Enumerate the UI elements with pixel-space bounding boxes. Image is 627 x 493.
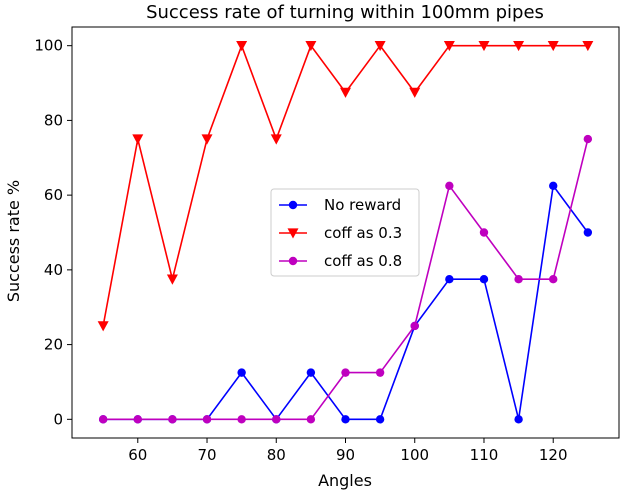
data-point — [98, 415, 108, 424]
y-tick-label: 20 — [44, 336, 63, 354]
data-point — [549, 275, 558, 284]
series-3 — [98, 134, 593, 424]
data-point — [583, 134, 593, 144]
data-point — [340, 87, 351, 98]
data-point — [132, 134, 144, 145]
data-point — [341, 415, 350, 424]
data-point — [410, 321, 419, 331]
y-tick-label: 60 — [44, 186, 63, 204]
data-point — [445, 181, 454, 190]
x-axis-title: Angles — [318, 471, 372, 490]
y-tick-label: 0 — [53, 410, 63, 428]
data-point — [306, 368, 316, 377]
legend-label: No reward — [324, 196, 401, 214]
data-point — [583, 228, 593, 237]
data-point — [133, 415, 142, 424]
legend-marker — [288, 200, 298, 210]
data-point — [582, 41, 594, 52]
legend-item: No reward — [279, 196, 401, 214]
data-point — [445, 275, 454, 284]
data-point — [306, 415, 316, 424]
legend-marker — [288, 256, 298, 266]
legend: No reward coff as 0.3 coff as 0.8 — [270, 188, 420, 277]
y-tick-label: 80 — [44, 111, 63, 129]
chart-title: Success rate of turning within 100mm pip… — [146, 2, 544, 23]
legend-item: coff as 0.8 — [279, 252, 402, 270]
data-point — [97, 321, 109, 332]
data-point — [409, 87, 421, 98]
legend-item: coff as 0.3 — [279, 224, 402, 242]
data-point — [479, 275, 489, 284]
data-point — [236, 41, 248, 52]
data-point — [479, 228, 489, 237]
data-point — [202, 415, 212, 424]
x-tick-label: 120 — [539, 446, 568, 464]
legend-marker — [287, 228, 299, 239]
x-tick-label: 80 — [267, 446, 286, 464]
data-point — [201, 134, 213, 145]
data-point — [305, 41, 317, 52]
data-point — [549, 181, 558, 190]
data-point — [513, 41, 525, 52]
series-2 — [97, 41, 594, 332]
data-point — [237, 368, 246, 377]
y-tick-label: 40 — [44, 261, 63, 279]
x-tick-label: 100 — [400, 446, 429, 464]
x-tick-label: 60 — [128, 446, 147, 464]
data-point — [272, 415, 281, 424]
x-tick-label: 110 — [470, 446, 499, 464]
data-point — [514, 415, 523, 424]
legend-label: coff as 0.8 — [324, 252, 402, 270]
data-point — [375, 415, 385, 424]
data-point — [547, 41, 559, 52]
axes: 60 70 80 90 100 110 120 0 20 40 60 80 100 — [34, 26, 620, 464]
data-point — [270, 134, 282, 145]
data-point — [374, 41, 386, 52]
plot-area — [97, 41, 594, 424]
data-point — [514, 275, 523, 284]
legend-box — [270, 188, 420, 277]
data-point — [168, 415, 177, 424]
data-point — [443, 41, 455, 52]
y-axis-title: Success rate % — [4, 180, 23, 302]
legend-label: coff as 0.3 — [324, 224, 402, 242]
x-tick-label: 90 — [336, 446, 355, 464]
data-point — [166, 274, 178, 285]
data-point — [375, 368, 385, 377]
data-point — [237, 415, 246, 424]
data-point — [341, 368, 350, 377]
y-tick-label: 100 — [34, 37, 63, 55]
x-tick-label: 70 — [197, 446, 216, 464]
data-point — [478, 41, 490, 52]
